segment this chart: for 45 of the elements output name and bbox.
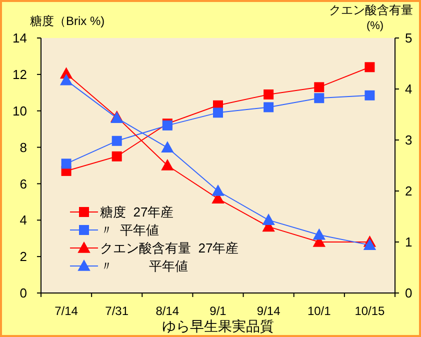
x-tick-label: 7/14 xyxy=(54,304,78,318)
point xyxy=(314,82,324,92)
y-tick-label: 12 xyxy=(12,66,27,82)
y-tick-label: 10 xyxy=(12,103,27,118)
x-tick-label: 10/15 xyxy=(354,304,386,318)
point xyxy=(112,136,122,146)
y2-tick-label: 4 xyxy=(405,82,412,97)
y2-axis-title: クエン酸含有量 (%) xyxy=(329,3,413,32)
y-axis-title: 糖度（Brix %) xyxy=(30,14,105,28)
y2-tick-label: 5 xyxy=(405,30,412,46)
y-tick-label: 6 xyxy=(20,176,27,192)
point xyxy=(264,102,274,112)
legend-label: 〃 平年値 xyxy=(100,258,188,274)
y2-tick-label: 2 xyxy=(405,184,412,199)
x-tick-label: 7/31 xyxy=(105,304,129,318)
x-tick-label: 9/1 xyxy=(210,304,227,318)
point xyxy=(364,90,375,100)
point xyxy=(264,89,274,100)
y-tick-label: 14 xyxy=(12,30,27,46)
y-tick-label: 4 xyxy=(20,212,27,228)
point xyxy=(262,214,275,225)
x-tick-label: 8/14 xyxy=(156,304,180,318)
point xyxy=(161,160,174,170)
y2-tick-label: 0 xyxy=(405,286,412,301)
x-tick-label: 10/1 xyxy=(307,304,332,318)
legend-label: クエン酸含有量 27年産 xyxy=(100,240,239,256)
point xyxy=(212,185,224,196)
point xyxy=(112,151,122,162)
point xyxy=(314,93,324,104)
legend-label: 〃 平年値 xyxy=(100,222,160,238)
point xyxy=(313,228,326,240)
point xyxy=(213,108,223,118)
point xyxy=(60,74,72,86)
y-tick-label: 0 xyxy=(20,286,27,301)
x-axis-title: ゆら早生果実品質 xyxy=(162,318,274,334)
point xyxy=(364,62,375,72)
x-tick-label: 9/14 xyxy=(256,304,281,318)
point xyxy=(61,158,72,169)
y-tick-label: 2 xyxy=(20,249,27,264)
point xyxy=(364,239,376,250)
y2-tick-label: 3 xyxy=(405,132,412,148)
legend-label: 糖度 27年産 xyxy=(100,204,174,220)
point xyxy=(161,142,174,153)
y2-tick-label: 1 xyxy=(405,234,412,250)
y-tick-label: 8 xyxy=(20,140,27,155)
